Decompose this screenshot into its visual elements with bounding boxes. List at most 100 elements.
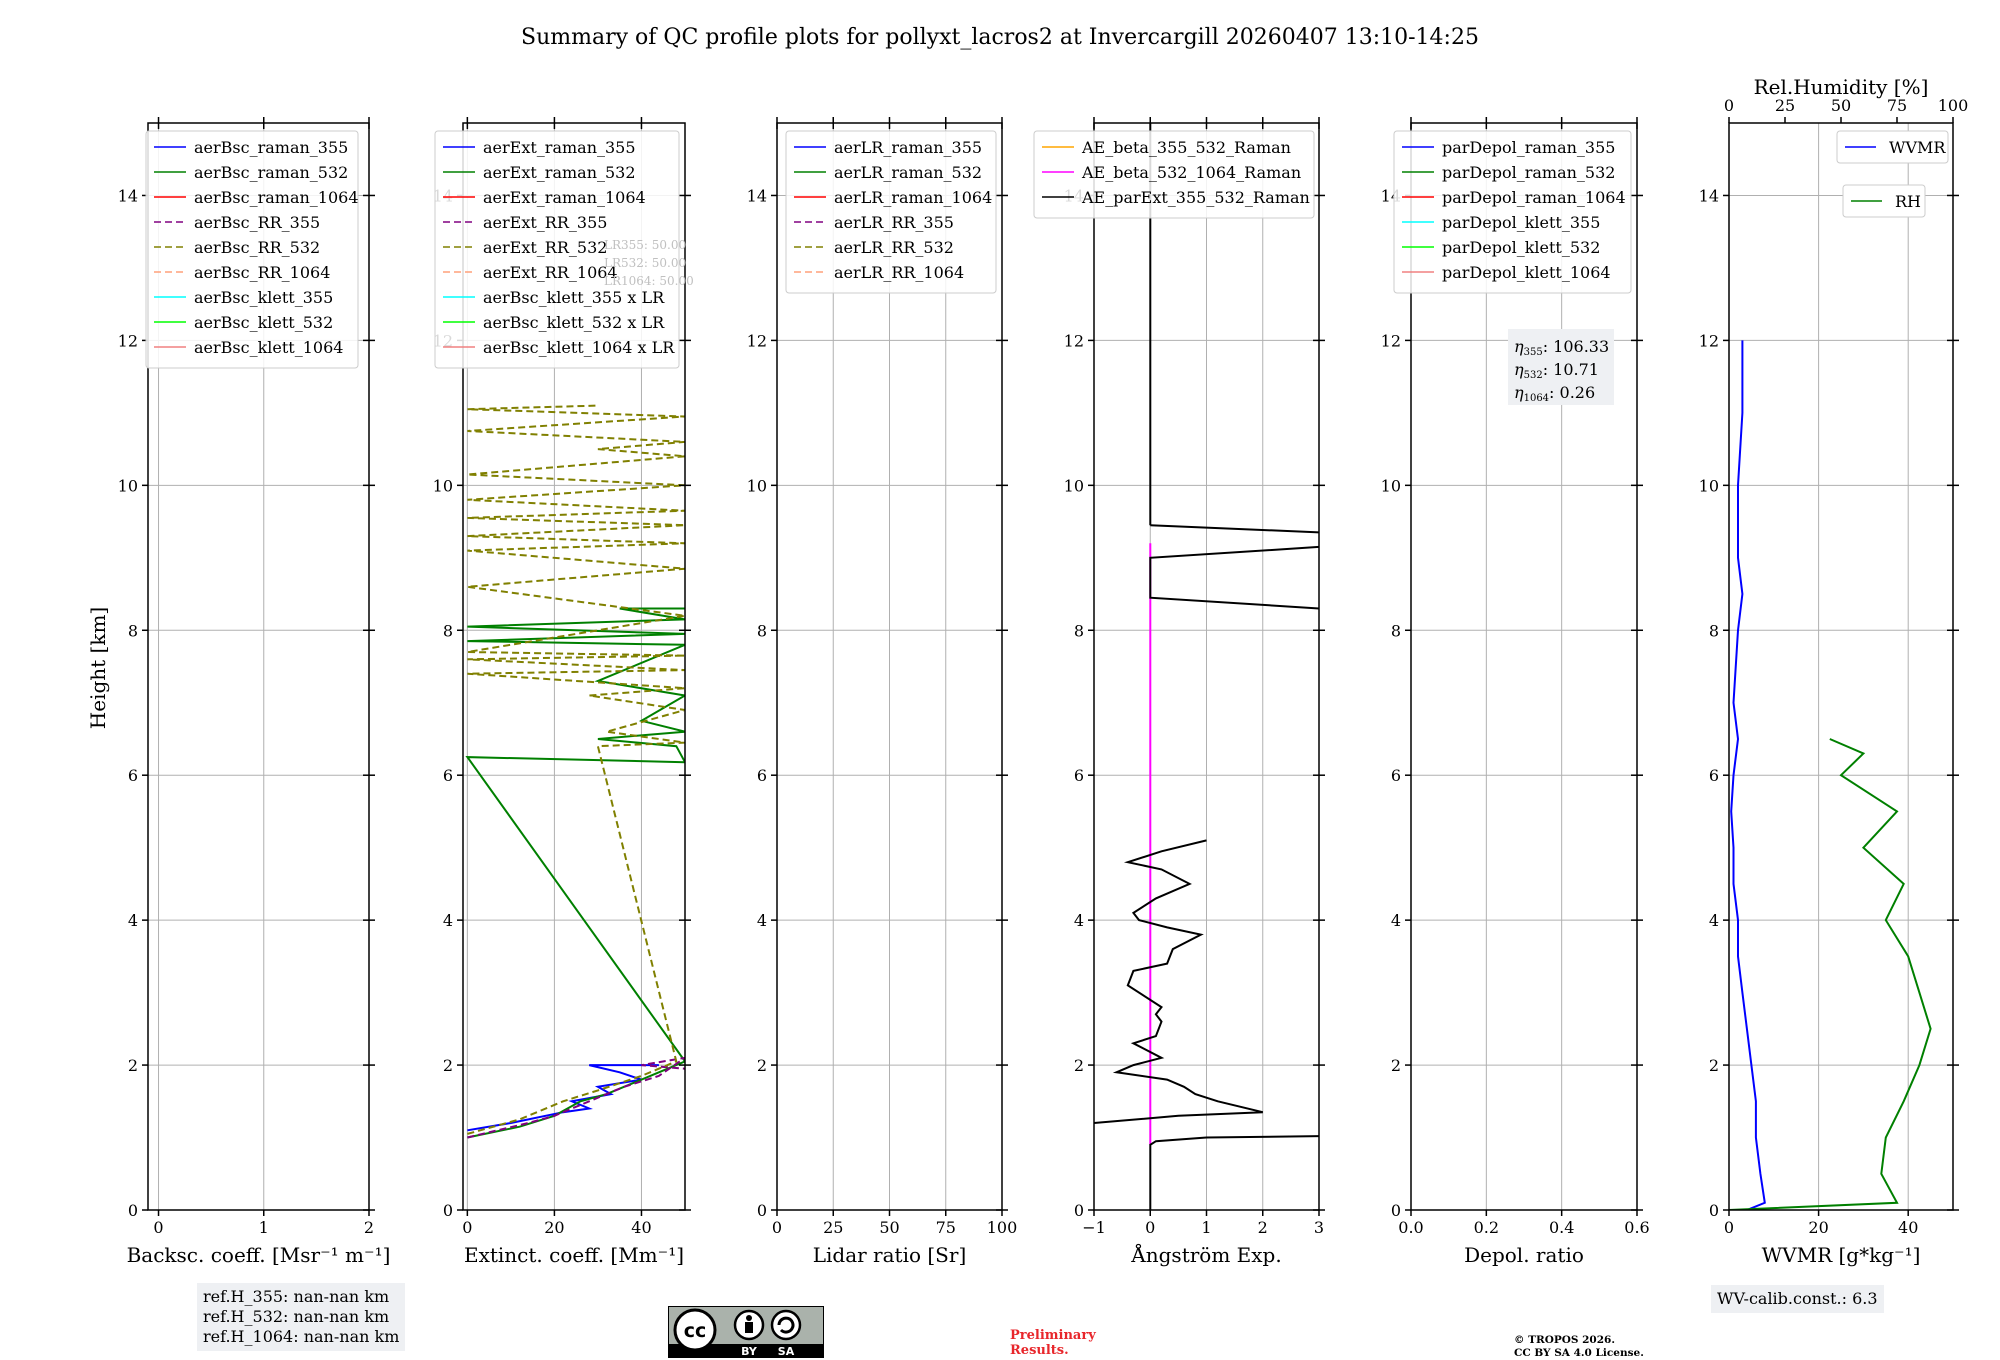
preliminary-line-1: Preliminary — [1010, 1328, 1096, 1343]
legend-label-6: aerBsc_klett_355 — [194, 288, 333, 307]
xtick-label-0: 0 — [462, 1218, 472, 1237]
legend-label-1: aerExt_raman_532 — [483, 163, 636, 182]
ytick-label-0: 0 — [1709, 1201, 1719, 1220]
legend-label-8: aerBsc_klett_1064 x LR — [483, 338, 675, 357]
ytick-label-5: 10 — [1381, 476, 1401, 495]
xtick-label-3: 75 — [936, 1218, 956, 1237]
xtick-label-1: 20 — [544, 1218, 564, 1237]
ytick-label-1: 2 — [1074, 1056, 1084, 1075]
legend-box — [1033, 130, 1315, 219]
top-xtick-label-2: 50 — [1831, 96, 1851, 115]
legend-box — [434, 130, 680, 369]
ytick-label-3: 6 — [128, 766, 138, 785]
ytick-label-5: 10 — [1064, 476, 1084, 495]
legend-label-1: aerLR_raman_532 — [834, 163, 982, 182]
series-line-1 — [1149, 1135, 1319, 1210]
ref-height-355: ref.H_355: nan-nan km — [203, 1287, 390, 1306]
ytick-label-4: 8 — [128, 621, 138, 640]
copyright-line-1: © TROPOS 2026. — [1514, 1334, 1616, 1346]
lr-annotation-2: LR1064: 50.00 — [604, 274, 694, 288]
xtick-label-2: 1 — [1201, 1218, 1211, 1237]
axes-frame — [147, 122, 370, 1211]
ytick-label-7: 14 — [747, 186, 767, 205]
xtick-label-2: 2 — [364, 1218, 374, 1237]
cc-icon — [673, 1308, 717, 1352]
ytick-label-2: 4 — [1391, 911, 1401, 930]
series-line-2 — [1094, 839, 1264, 1124]
legend-label-5: aerExt_RR_1064 — [483, 263, 618, 282]
ytick-label-1: 2 — [1709, 1056, 1719, 1075]
ytick-label-7: 14 — [118, 186, 138, 205]
legend-label-7: aerBsc_klett_532 x LR — [483, 313, 665, 332]
wv-calibration-const: WV-calib.const.: 6.3 — [1717, 1289, 1878, 1308]
lr-annotation-1: LR532: 50.00 — [604, 256, 686, 270]
series-line-1 — [1729, 738, 1932, 1210]
legend-label-2: aerBsc_raman_1064 — [194, 188, 359, 207]
legend-box — [145, 130, 359, 369]
ytick-label-0: 0 — [443, 1201, 453, 1220]
x-axis-title: Ångström Exp. — [1130, 1242, 1281, 1267]
series-group — [1094, 123, 1319, 1210]
legend-label-5: aerBsc_RR_1064 — [194, 263, 330, 282]
reference-height-box: ref.H_355: nan-nan km ref.H_532: nan-nan… — [197, 1283, 406, 1351]
top-xtick-label-1: 25 — [1775, 96, 1795, 115]
legend-label-0: aerExt_raman_355 — [483, 138, 636, 157]
xtick-label-2: 40 — [631, 1218, 651, 1237]
legend-label-0: WVMR — [1889, 138, 1946, 157]
legend-box-wvmr — [1836, 130, 1949, 164]
sa-label: SA — [778, 1345, 795, 1358]
series-line-3 — [467, 404, 685, 1135]
figure-title: Summary of QC profile plots for pollyxt_… — [521, 25, 1479, 50]
series-line-0 — [467, 1064, 659, 1132]
legend-label-3: aerExt_RR_355 — [483, 213, 607, 232]
ytick-label-4: 8 — [757, 621, 767, 640]
ytick-label-6: 12 — [1064, 331, 1084, 350]
xtick-label-1: 0 — [1145, 1218, 1155, 1237]
wv-calibration-box: WV-calib.const.: 6.3 — [1711, 1285, 1884, 1313]
panel-extinction: 0246810121402040Extinct. coeff. [Mm⁻¹]ae… — [433, 117, 694, 1267]
ytick-label-3: 6 — [757, 766, 767, 785]
legend-label-2: parDepol_raman_1064 — [1442, 188, 1626, 207]
ytick-label-4: 8 — [443, 621, 453, 640]
eta-line-1: η532: 10.71 — [1514, 360, 1599, 381]
xtick-label-2: 0.4 — [1549, 1218, 1574, 1237]
legend-label-0: parDepol_raman_355 — [1442, 138, 1615, 157]
legend-label-4: parDepol_klett_532 — [1442, 238, 1600, 257]
x-axis-title: Depol. ratio — [1464, 1243, 1584, 1267]
ytick-label-1: 2 — [1391, 1056, 1401, 1075]
legend-label-6: aerBsc_klett_355 x LR — [483, 288, 665, 307]
legend-label-5: parDepol_klett_1064 — [1442, 263, 1611, 282]
xtick-label-0: 0.0 — [1398, 1218, 1423, 1237]
legend-label-4: aerBsc_RR_532 — [194, 238, 320, 257]
ytick-label-6: 12 — [1699, 331, 1719, 350]
xtick-label-2: 40 — [1898, 1218, 1918, 1237]
xtick-label-0: 0 — [1724, 1218, 1734, 1237]
x-axis-title: Backsc. coeff. [Msr⁻¹ m⁻¹] — [127, 1243, 391, 1267]
eta-line-2: η1064: 0.26 — [1514, 383, 1595, 404]
ref-height-1064: ref.H_1064: nan-nan km — [203, 1327, 400, 1346]
ytick-label-4: 8 — [1074, 621, 1084, 640]
axes-frame — [1728, 122, 1954, 1211]
ref-height-532: ref.H_532: nan-nan km — [203, 1307, 390, 1326]
series-line-1 — [465, 607, 685, 1139]
ytick-label-3: 6 — [443, 766, 453, 785]
legend-label-0: aerLR_raman_355 — [834, 138, 982, 157]
legend-label-3: parDepol_klett_355 — [1442, 213, 1600, 232]
legend-label-3: aerBsc_RR_355 — [194, 213, 320, 232]
ytick-label-4: 8 — [1709, 621, 1719, 640]
axes-frame — [1410, 122, 1638, 1211]
ytick-label-2: 4 — [1074, 911, 1084, 930]
legend-label-0: AE_beta_355_532_Raman — [1081, 138, 1291, 157]
top-xtick-label-3: 75 — [1887, 96, 1907, 115]
copyright-line-2: CC BY SA 4.0 License. — [1514, 1347, 1644, 1359]
series-group — [465, 404, 685, 1139]
legend-label-4: aerLR_RR_532 — [834, 238, 954, 257]
series-line-0 — [1730, 340, 1766, 1210]
legend-box — [1393, 130, 1632, 294]
xtick-label-1: 0.2 — [1474, 1218, 1499, 1237]
axes-frame — [462, 122, 686, 1211]
